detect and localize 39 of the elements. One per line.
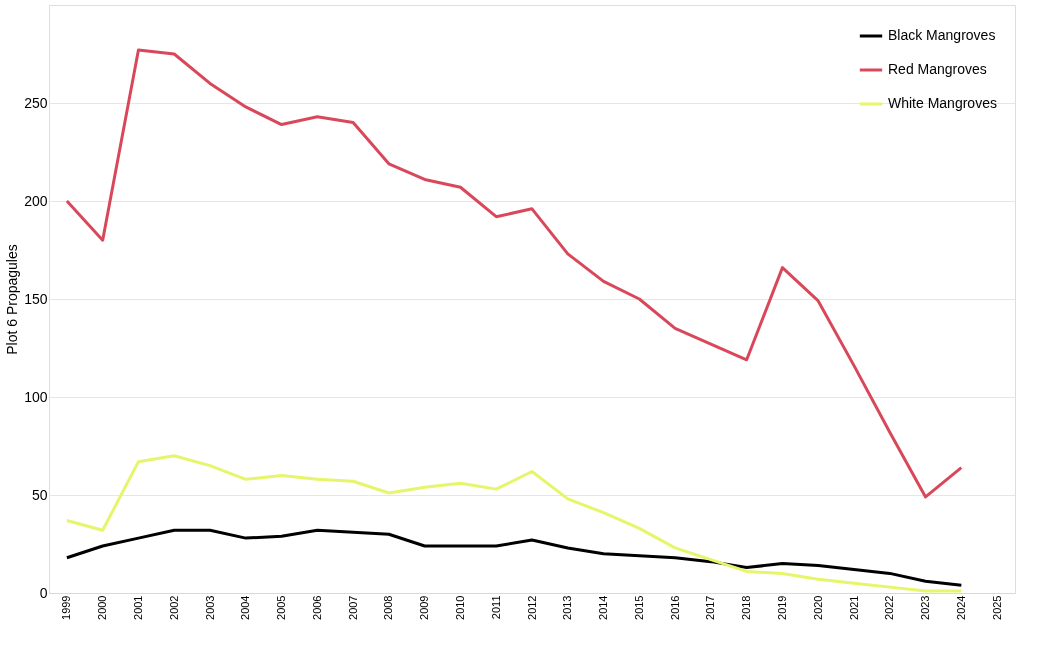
x-tick-label: 2013 bbox=[561, 595, 574, 620]
y-tick-label: 200 bbox=[24, 192, 48, 209]
x-tick-label: 1999 bbox=[60, 595, 73, 620]
x-tick-label: 2001 bbox=[131, 595, 144, 620]
y-tick-label: 0 bbox=[39, 584, 48, 601]
x-tick-label: 2006 bbox=[310, 595, 323, 620]
x-tick-label: 2017 bbox=[704, 595, 717, 620]
x-tick-label: 2023 bbox=[919, 595, 932, 620]
x-tick-label: 2025 bbox=[990, 595, 1003, 620]
x-tick-label: 2008 bbox=[382, 595, 395, 620]
line-series bbox=[65, 528, 963, 587]
x-tick-label: 2018 bbox=[740, 595, 753, 620]
x-tick-label: 2004 bbox=[239, 595, 252, 620]
x-tick-label: 2005 bbox=[275, 595, 288, 620]
legend-label: Black Mangroves bbox=[888, 27, 996, 43]
x-tick-label: 2016 bbox=[668, 595, 681, 620]
x-tick-label: 2019 bbox=[775, 595, 788, 620]
x-tick-label: 2002 bbox=[167, 595, 180, 620]
x-tick-label: 2000 bbox=[96, 595, 109, 620]
y-tick-label: 100 bbox=[24, 388, 48, 405]
x-tick-label: 2003 bbox=[203, 595, 216, 620]
x-tick-label: 2011 bbox=[489, 595, 502, 620]
y-tick-label: 150 bbox=[24, 290, 48, 307]
x-tick-label: 2009 bbox=[418, 595, 431, 620]
line-series bbox=[65, 454, 963, 593]
x-tick-label: 2015 bbox=[632, 595, 645, 620]
x-tick-label: 2007 bbox=[346, 595, 359, 620]
y-tick-label: 50 bbox=[31, 486, 48, 503]
legend-label: White Mangroves bbox=[888, 95, 997, 111]
x-tick-label: 2012 bbox=[525, 595, 538, 620]
x-tick-label: 2020 bbox=[811, 595, 824, 620]
y-axis-title: Plot 6 Propagules bbox=[4, 244, 21, 355]
x-tick-label: 2024 bbox=[954, 595, 967, 620]
x-tick-label: 2010 bbox=[453, 595, 466, 620]
legend-label: Red Mangroves bbox=[888, 61, 987, 77]
x-tick-label: 2014 bbox=[597, 595, 610, 620]
x-tick-label: 2022 bbox=[883, 595, 896, 620]
x-tick-label: 2021 bbox=[847, 595, 860, 620]
y-tick-label: 250 bbox=[24, 94, 48, 111]
